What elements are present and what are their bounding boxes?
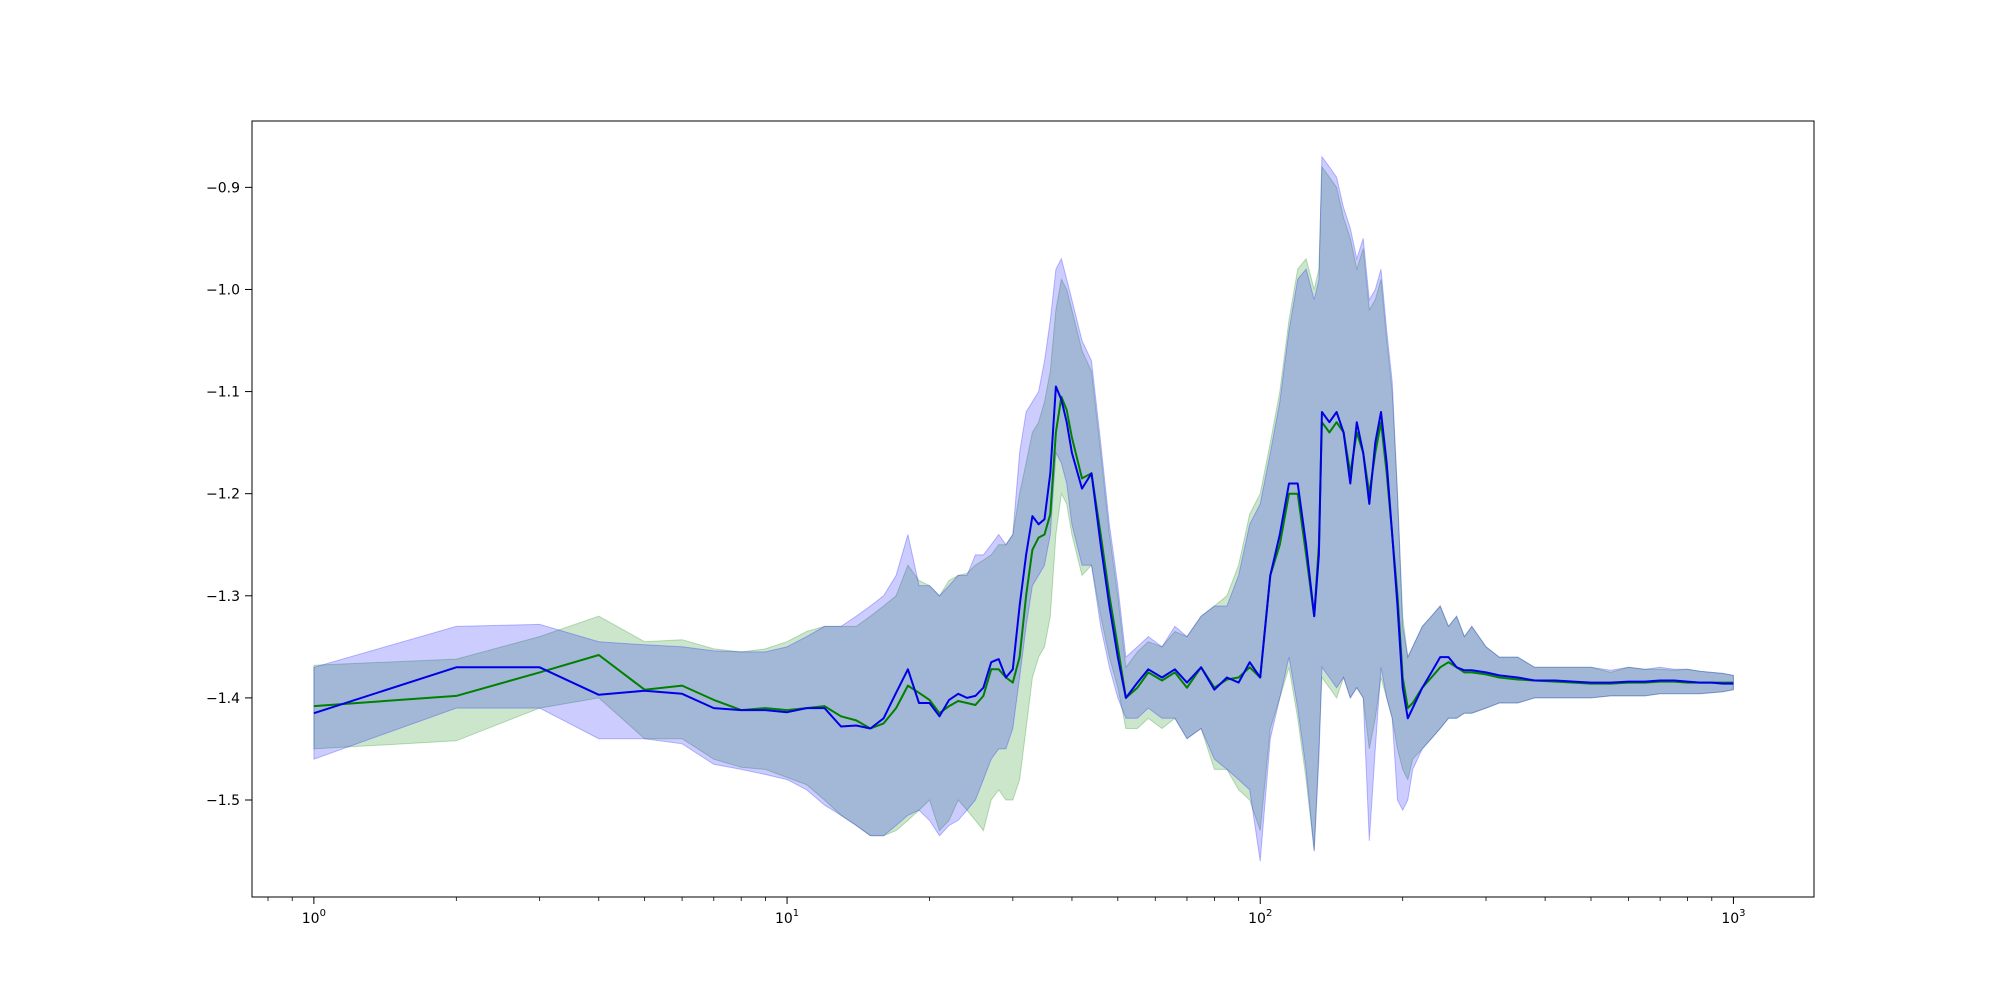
x-tick-label: 100 (302, 908, 326, 927)
plot-frame (251, 120, 1815, 898)
band-blue (313, 155, 1734, 862)
x-tick-label: 103 (1721, 908, 1745, 927)
y-tick-label: −1.4 (206, 691, 240, 707)
line-blue (313, 385, 1734, 730)
x-tick-label: 101 (775, 908, 799, 927)
y-tick-label: −1.2 (206, 487, 240, 503)
x-axis: 100 101 102 103 (267, 897, 1746, 927)
y-axis: −0.9 −1.0 −1.1 −1.2 −1.3 −1.4 −1.5 (206, 180, 252, 809)
band-green (313, 165, 1734, 852)
y-tick-label: −1.5 (206, 793, 240, 809)
y-tick-label: −0.9 (206, 180, 240, 196)
y-tick-label: −1.3 (206, 589, 240, 605)
plot-background (252, 121, 1814, 897)
y-tick-label: −1.0 (206, 282, 240, 298)
x-tick-label: 102 (1248, 908, 1272, 927)
y-tick-label: −1.1 (206, 385, 240, 401)
series-lines (313, 385, 1734, 730)
confidence-bands (313, 155, 1734, 862)
